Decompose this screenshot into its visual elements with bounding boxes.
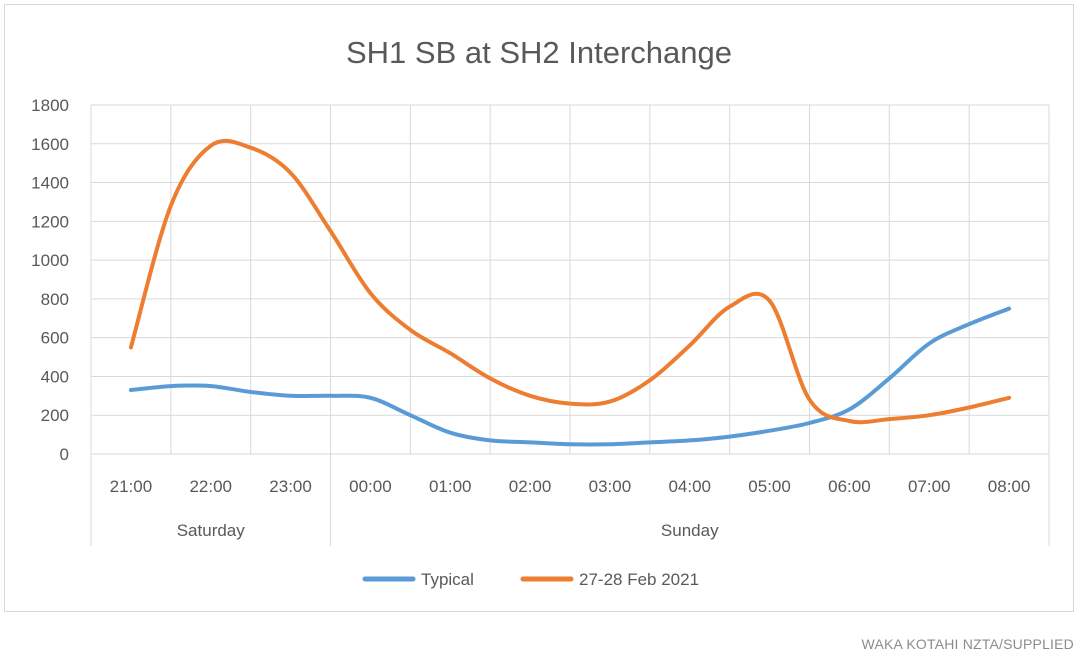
x-axis-ticks: 21:00 22:00 23:00 00:00 01:00 02:00 03:00 04:00… [110,477,1031,496]
gridlines [90,104,1050,455]
x-axis-groups: Saturday Sunday [90,454,1050,546]
x-tick-label: 04:00 [668,477,711,496]
x-tick-label: 00:00 [349,477,392,496]
y-tick-label: 1000 [31,251,69,270]
x-tick-label: 05:00 [748,477,791,496]
legend-label: Typical [421,570,474,589]
x-tick-label: 08:00 [988,477,1031,496]
group-label: Saturday [177,521,246,540]
legend-label: 27-28 Feb 2021 [579,570,699,589]
legend: Typical 27-28 Feb 2021 [362,570,699,589]
series-line-1 [128,306,1012,447]
y-axis-ticks: 0 200 400 600 800 1000 1200 1400 1600 1800 [31,96,69,464]
series-line-2 [128,138,1012,425]
y-tick-label: 200 [41,406,69,425]
y-tick-label: 800 [41,290,69,309]
x-tick-label: 22:00 [189,477,232,496]
x-tick-label: 21:00 [110,477,153,496]
x-tick-label: 02:00 [509,477,552,496]
x-tick-label: 03:00 [589,477,632,496]
x-tick-label: 07:00 [908,477,951,496]
chart-title: SH1 SB at SH2 Interchange [346,35,732,70]
series-lines [128,138,1012,447]
y-tick-label: 1200 [31,212,69,231]
y-tick-label: 600 [41,329,69,348]
y-tick-label: 0 [60,445,69,464]
y-tick-label: 1800 [31,96,69,115]
x-tick-label: 23:00 [269,477,312,496]
y-tick-label: 400 [41,367,69,386]
group-label: Sunday [661,521,719,540]
y-tick-label: 1600 [31,135,69,154]
x-tick-label: 01:00 [429,477,472,496]
photo-credit: WAKA KOTAHI NZTA/SUPPLIED [861,636,1074,652]
y-tick-label: 1400 [31,174,69,193]
x-tick-label: 06:00 [828,477,871,496]
